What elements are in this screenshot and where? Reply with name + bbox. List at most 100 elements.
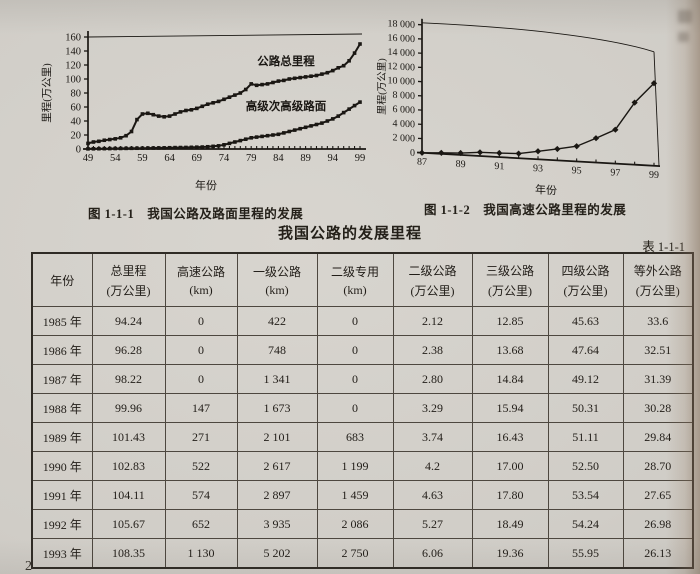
svg-text:91: 91 bbox=[494, 161, 504, 173]
value-cell: 18.49 bbox=[471, 509, 549, 539]
value-cell: 102.83 bbox=[91, 451, 166, 481]
data-point-marker bbox=[592, 135, 600, 142]
column-header: 二级专用 (km) bbox=[316, 252, 394, 307]
data-point-marker bbox=[325, 70, 330, 75]
data-point-marker bbox=[260, 82, 264, 87]
svg-text:79: 79 bbox=[246, 153, 257, 164]
data-point-marker bbox=[167, 145, 172, 150]
data-point-marker bbox=[184, 145, 188, 150]
data-point-marker bbox=[205, 102, 210, 106]
data-point-marker bbox=[341, 110, 346, 115]
series-annotation: 公路总里程 bbox=[257, 54, 315, 68]
value-cell: 2 617 bbox=[236, 451, 318, 481]
value-cell: 54.24 bbox=[547, 509, 624, 539]
svg-text:49: 49 bbox=[83, 153, 94, 164]
year-cell: 1989 年 bbox=[31, 422, 93, 452]
data-point-marker bbox=[438, 149, 445, 156]
value-cell: 47.64 bbox=[547, 335, 624, 365]
value-cell: 748 bbox=[236, 335, 318, 365]
year-cell: 1992 年 bbox=[31, 509, 93, 539]
value-cell: 0 bbox=[316, 364, 394, 394]
value-cell: 13.68 bbox=[471, 335, 549, 365]
column-header: 高速公路 (km) bbox=[164, 252, 238, 307]
svg-text:89: 89 bbox=[456, 159, 466, 171]
data-point-marker bbox=[265, 82, 270, 86]
year-cell: 1986 年 bbox=[31, 335, 93, 365]
svg-text:120: 120 bbox=[65, 61, 81, 72]
data-point-marker bbox=[282, 131, 286, 135]
svg-text:59: 59 bbox=[137, 153, 148, 164]
value-cell: 52.50 bbox=[547, 451, 624, 481]
data-point-marker bbox=[91, 140, 96, 144]
table-row: 1985 年 94.24 0 422 0 2.12 12.85 45.63 33.6 bbox=[31, 306, 694, 336]
scan-artifact bbox=[678, 10, 692, 23]
svg-text:8 000: 8 000 bbox=[393, 90, 415, 102]
value-cell: 4.63 bbox=[392, 480, 473, 510]
series-0 bbox=[86, 42, 362, 146]
value-cell: 31.39 bbox=[622, 364, 694, 394]
data-point-marker bbox=[135, 146, 139, 151]
svg-text:10 000: 10 000 bbox=[388, 75, 415, 88]
data-point-marker bbox=[358, 100, 362, 104]
svg-text:12 000: 12 000 bbox=[388, 61, 415, 74]
figure-1-1-1-caption: 图 1-1-1 我国公路及路面里程的发展 bbox=[88, 207, 304, 221]
svg-text:89: 89 bbox=[300, 153, 311, 164]
column-header: 三级公路 (万公里) bbox=[471, 252, 549, 307]
column-header: 年份 bbox=[31, 252, 93, 307]
data-point-marker bbox=[352, 51, 357, 55]
data-point-marker bbox=[129, 129, 134, 134]
data-point-marker bbox=[352, 103, 357, 108]
value-cell: 16.43 bbox=[471, 422, 549, 452]
svg-text:2 000: 2 000 bbox=[393, 132, 415, 144]
column-header: 一级公路 (km) bbox=[236, 252, 318, 307]
svg-text:里程(万公里): 里程(万公里) bbox=[41, 63, 53, 123]
data-point-marker bbox=[309, 124, 313, 128]
table-row: 1988 年 99.96 147 1 673 0 3.29 15.94 50.31 30.28 bbox=[31, 393, 694, 423]
value-cell: 55.95 bbox=[547, 538, 624, 569]
value-cell: 0 bbox=[316, 393, 394, 423]
svg-text:0: 0 bbox=[76, 145, 81, 156]
value-cell: 32.51 bbox=[622, 335, 694, 365]
data-point-marker bbox=[341, 63, 346, 68]
svg-text:97: 97 bbox=[610, 167, 620, 179]
data-point-marker bbox=[238, 91, 243, 95]
data-point-marker bbox=[292, 128, 297, 132]
data-point-marker bbox=[271, 80, 275, 85]
value-cell: 0 bbox=[164, 364, 238, 394]
data-point-marker bbox=[227, 141, 232, 146]
value-cell: 0 bbox=[316, 306, 394, 336]
value-cell: 2.38 bbox=[392, 335, 473, 365]
data-point-marker bbox=[650, 80, 658, 87]
data-point-marker bbox=[118, 146, 123, 151]
data-point-marker bbox=[320, 121, 324, 125]
data-point-marker bbox=[200, 104, 205, 109]
data-point-marker bbox=[457, 149, 464, 157]
data-point-marker bbox=[496, 149, 503, 157]
value-cell: 26.98 bbox=[622, 509, 694, 539]
value-cell: 14.84 bbox=[471, 364, 549, 394]
value-cell: 17.80 bbox=[471, 480, 549, 510]
table-header-row: 年份 总里程 (万公里) 高速公路 (km) 一级公路 (km) 二级专用 (km) 二级公路 (万… bbox=[31, 252, 694, 307]
svg-text:里程(万公里): 里程(万公里) bbox=[376, 58, 388, 115]
value-cell: 0 bbox=[164, 306, 238, 336]
value-cell: 30.28 bbox=[622, 393, 694, 423]
value-cell: 29.84 bbox=[622, 422, 694, 452]
data-point-marker bbox=[314, 73, 319, 78]
value-cell: 0 bbox=[316, 335, 394, 365]
table-title: 我国公路的发展里程 bbox=[277, 226, 422, 242]
series-0 bbox=[418, 80, 658, 157]
value-cell: 19.36 bbox=[471, 538, 549, 569]
svg-text:4 000: 4 000 bbox=[393, 118, 415, 130]
data-point-marker bbox=[358, 42, 362, 46]
svg-text:20: 20 bbox=[71, 131, 82, 142]
data-point-marker bbox=[86, 141, 90, 146]
data-point-marker bbox=[233, 93, 237, 97]
data-point-marker bbox=[151, 112, 156, 117]
highway-mileage-table: 年份 总里程 (万公里) 高速公路 (km) 一级公路 (km) 二级专用 (km) 二级公路 (万… bbox=[31, 252, 694, 569]
data-point-marker bbox=[97, 146, 101, 151]
value-cell: 147 bbox=[164, 393, 238, 423]
value-cell: 2.12 bbox=[392, 306, 473, 336]
data-point-marker bbox=[320, 72, 324, 76]
